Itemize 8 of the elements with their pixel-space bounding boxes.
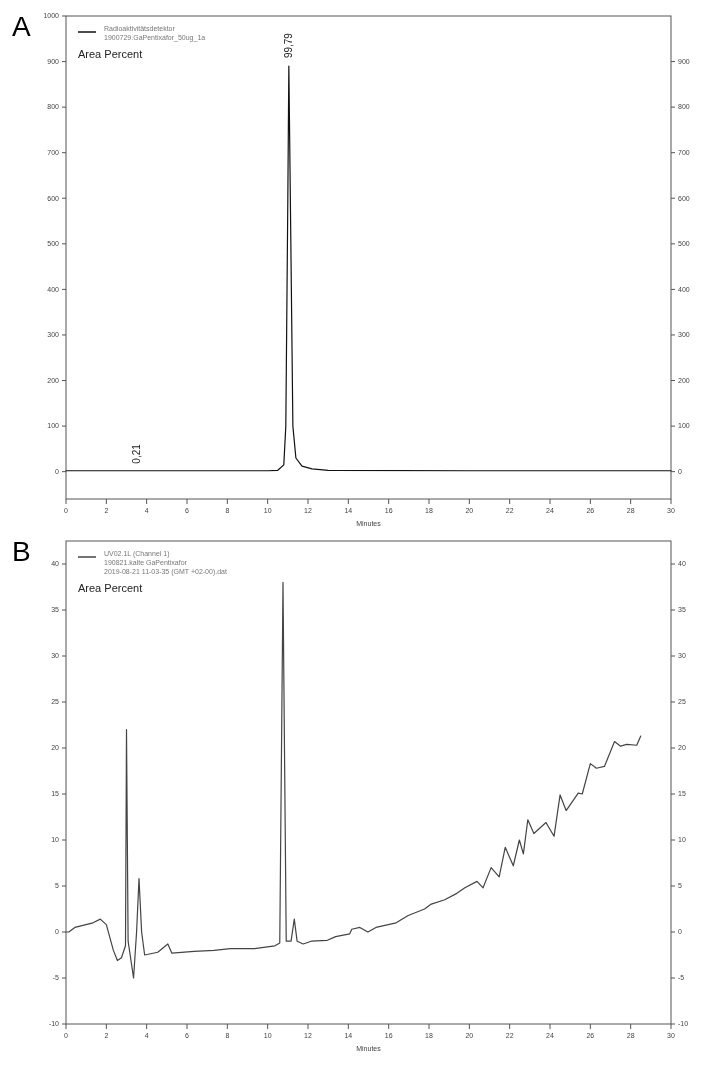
annotation: 0,21 — [130, 443, 142, 464]
line-series — [65, 581, 642, 979]
chart-title: B — [12, 536, 31, 567]
chart-title: A — [12, 11, 31, 42]
annotation: Area Percent — [78, 582, 143, 594]
line-series — [65, 65, 672, 472]
annotation: Area Percent — [78, 48, 143, 60]
annotation: 99,79 — [282, 32, 294, 59]
